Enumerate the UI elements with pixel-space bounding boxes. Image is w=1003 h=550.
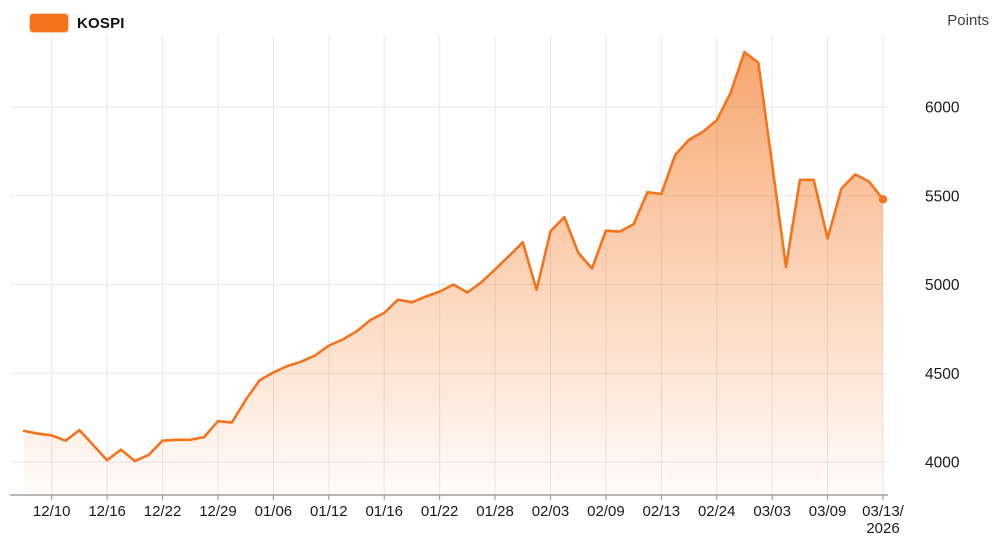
kospi-area-fill <box>24 52 883 495</box>
x-tick-label: 12/16 <box>88 503 126 520</box>
x-tick-label: 03/03 <box>753 503 791 520</box>
x-tick-label: 01/12 <box>310 503 348 520</box>
x-tick-label: 03/09 <box>809 503 847 520</box>
x-tick-label: 01/16 <box>365 503 403 520</box>
x-tick-label: 12/10 <box>33 503 71 520</box>
x-tick-label: 02/03 <box>532 503 570 520</box>
y-axis-title: Points <box>947 12 989 29</box>
x-tick-label: 03/13/2026 <box>862 503 905 537</box>
x-tick-label: 01/22 <box>421 503 459 520</box>
kospi-line <box>22 50 885 463</box>
y-tick-label: 5500 <box>925 188 960 205</box>
x-tick-label: 02/13 <box>643 503 681 520</box>
x-tick-label: 12/29 <box>199 503 237 520</box>
y-tick-label: 5000 <box>925 277 960 294</box>
x-tick-label: 01/06 <box>255 503 293 520</box>
kospi-legend-label: KOSPI <box>77 14 125 32</box>
y-tick-label: 4000 <box>925 455 960 472</box>
last-point-marker <box>878 195 888 204</box>
x-tick-label: 02/09 <box>587 503 625 520</box>
x-tick-label: 01/28 <box>476 503 514 520</box>
x-tick-label: 02/24 <box>698 503 736 520</box>
x-tick-label: 12/22 <box>144 503 182 520</box>
kospi-legend-swatch <box>30 14 68 32</box>
y-tick-label: 6000 <box>925 100 960 117</box>
legend-item-kospi[interactable]: KOSPI <box>30 14 125 32</box>
y-tick-label: 4500 <box>925 366 960 383</box>
